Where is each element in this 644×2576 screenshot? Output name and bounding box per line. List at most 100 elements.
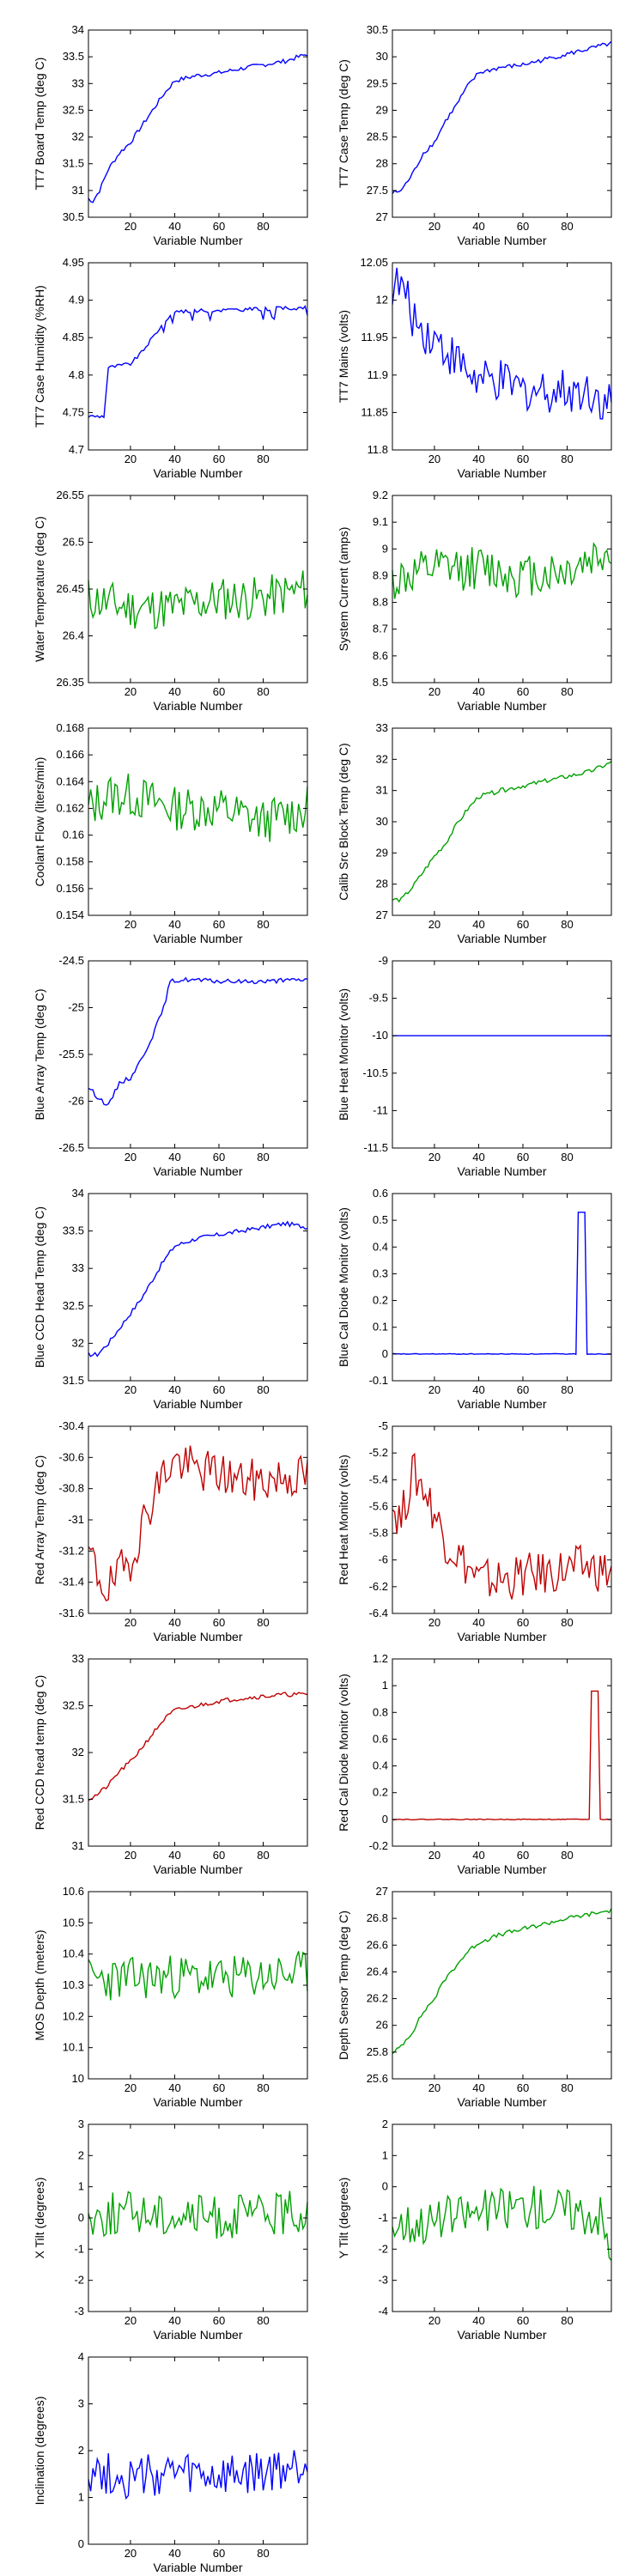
y-axis-label: Red Cal Diode Monitor (volts) (337, 1674, 350, 1832)
y-tick-label: 0.156 (56, 882, 84, 895)
y-tick-label: 0.158 (56, 855, 84, 868)
y-tick-label: -25.5 (58, 1048, 84, 1060)
y-tick-label: 10.2 (63, 2009, 84, 2022)
y-tick-label: 28 (376, 157, 388, 170)
y-tick-label: 0.1 (373, 1321, 388, 1334)
x-tick-label: 60 (213, 2081, 225, 2094)
x-tick-label: 60 (517, 2314, 529, 2327)
y-tick-label: -31 (68, 1513, 84, 1526)
series-line (392, 1452, 612, 1600)
x-tick-label: 20 (125, 1151, 137, 1163)
y-tick-label: 10.1 (63, 2041, 84, 2054)
x-tick-label: 80 (561, 453, 573, 465)
y-tick-label: -11 (373, 1103, 388, 1116)
x-tick-label: 60 (213, 220, 225, 233)
x-tick-label: 80 (257, 1849, 269, 1862)
x-tick-label: 60 (213, 453, 225, 465)
chart-panel-17: 20 40 60 80 10 10.1 10.2 10.3 10.4 10.5 10.6 Variab… (33, 1885, 308, 2109)
y-tick-label: -5.2 (369, 1446, 388, 1459)
series-line (88, 1445, 308, 1602)
x-axis-label: Variable Number (153, 699, 242, 713)
x-tick-label: 40 (168, 2081, 180, 2094)
chart-panel-3: 20 40 60 80 4.7 4.75 4.8 4.85 4.9 4.95 Variable Nu… (33, 256, 308, 480)
plot-frame (88, 1193, 308, 1382)
y-tick-label: -1 (378, 2211, 388, 2224)
x-tick-label: 80 (257, 2547, 269, 2560)
plot-frame (392, 2123, 612, 2312)
y-tick-label: 8.6 (373, 649, 388, 662)
x-tick-label: 80 (561, 220, 573, 233)
y-tick-label: 29 (376, 103, 388, 116)
y-tick-label: 0.162 (56, 801, 84, 814)
y-axis-label: Red Array Temp (deg C) (33, 1455, 46, 1585)
chart-panel-10: 20 40 60 80 -11.5 -11 -10.5 -10 -9.5 -9 Variable N… (337, 954, 612, 1178)
y-tick-label: 12.05 (360, 256, 388, 269)
y-axis-label: Y Tilt (degrees) (337, 2178, 350, 2259)
y-tick-label: 32 (72, 1746, 84, 1759)
chart-panel-21: 20 40 60 80 0 1 2 3 4 Variable Number Inclination … (33, 2350, 308, 2574)
y-tick-label: -5.6 (369, 1499, 388, 1512)
x-tick-label: 20 (125, 1616, 137, 1629)
chart-panel-5: 20 40 60 80 26.35 26.4 26.45 26.5 26.55 Variable … (33, 489, 308, 713)
x-tick-label: 80 (257, 453, 269, 465)
chart-panel-12: 20 40 60 80 -0.1 0 0.1 0.2 0.3 0.4 0.5 0.6 Variable … (337, 1187, 612, 1411)
x-tick-label: 60 (213, 685, 225, 698)
y-tick-label: -2 (378, 2242, 388, 2255)
chart-panel-13: 20 40 60 80 -31.6 -31.4 -31.2 -31 -30.8 -30.6 -30.… (33, 1419, 308, 1643)
y-axis-label: Depth Sensor Temp (deg C) (337, 1911, 350, 2060)
x-tick-label: 60 (517, 2081, 529, 2094)
y-tick-label: 26.4 (63, 629, 84, 642)
y-tick-label: -5 (378, 1419, 388, 1432)
y-tick-label: -31.4 (58, 1576, 84, 1589)
plot-frame (88, 29, 308, 218)
plot-frame (88, 727, 308, 916)
x-tick-label: 60 (517, 685, 529, 698)
y-tick-label: 32 (72, 131, 84, 143)
y-axis-label: TT7 Mains (volts) (337, 310, 350, 403)
x-axis-label: Variable Number (457, 1164, 546, 1178)
y-tick-label: 31.5 (63, 1793, 84, 1806)
y-tick-label: 31 (376, 784, 388, 797)
x-tick-label: 80 (561, 918, 573, 931)
series-line (392, 2185, 612, 2262)
y-tick-label: 4.85 (63, 331, 84, 343)
y-tick-label: 29 (376, 846, 388, 859)
y-tick-label: -9.5 (369, 992, 388, 1005)
y-tick-label: 8.9 (373, 568, 388, 581)
x-tick-label: 60 (213, 1383, 225, 1396)
x-tick-label: 80 (257, 2081, 269, 2094)
series-line (88, 1951, 308, 2001)
x-axis-label: Variable Number (153, 234, 242, 247)
chart-panel-9: 20 40 60 80 -26.5 -26 -25.5 -25 -24.5 Variable Nu… (33, 954, 308, 1178)
y-axis-label: TT7 Board Temp (deg C) (33, 58, 46, 191)
y-tick-label: 28 (376, 878, 388, 890)
y-tick-label: 31.5 (63, 1374, 84, 1387)
x-axis-label: Variable Number (457, 1630, 546, 1643)
plot-frame (88, 495, 308, 683)
x-tick-label: 20 (125, 685, 137, 698)
x-axis-label: Variable Number (153, 2095, 242, 2109)
x-tick-label: 40 (472, 2314, 484, 2327)
y-tick-label: 9 (382, 542, 388, 555)
series-line (88, 53, 308, 204)
chart-panel-11: 20 40 60 80 31.5 32 32.5 33 33.5 34 Variable Numbe… (33, 1187, 308, 1411)
y-tick-label: -2 (74, 2274, 84, 2287)
plot-frame (392, 1658, 612, 1847)
y-tick-label: -31.6 (58, 1607, 84, 1619)
y-axis-label: TT7 Case Temp (deg C) (337, 59, 350, 188)
plot-frame (88, 262, 308, 451)
x-tick-label: 20 (428, 1383, 440, 1396)
x-tick-label: 80 (257, 918, 269, 931)
chart-panel-4: 20 40 60 80 11.8 11.85 11.9 11.95 12 12.05 Variabl… (337, 256, 612, 480)
y-tick-label: 25.6 (367, 2072, 388, 2085)
chart-panel-2: 20 40 60 80 27 27.5 28 28.5 29 29.5 30 30.5 Variable… (337, 23, 612, 247)
chart-panel-20: 20 40 60 80 -4 -3 -2 -1 0 1 2 Variable Number Y Tilt… (337, 2117, 612, 2342)
chart-panel-1: 20 40 60 80 30.5 31 31.5 32 32.5 33 33.5 34 Variable… (33, 23, 308, 247)
x-tick-label: 80 (257, 1151, 269, 1163)
series-line (88, 304, 308, 419)
y-tick-label: 32 (376, 752, 388, 765)
y-tick-label: -6.4 (369, 1607, 388, 1619)
y-tick-label: 9.1 (373, 515, 388, 528)
y-tick-label: -9 (378, 954, 388, 967)
y-tick-label: -0.2 (369, 1839, 388, 1852)
